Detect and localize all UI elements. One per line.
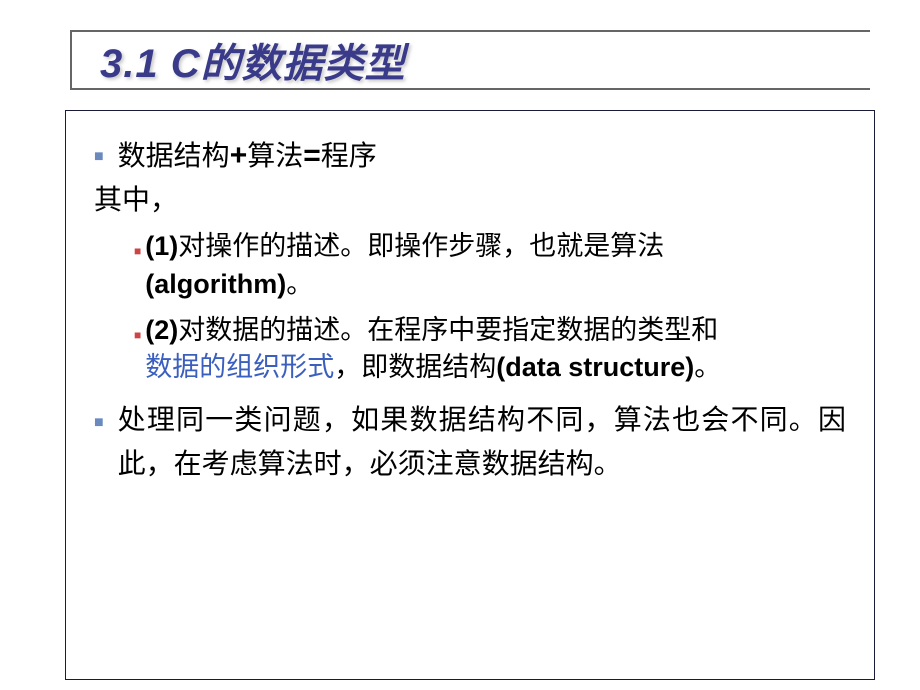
sub-bullet-2: ■ (2)对数据的描述。在程序中要指定数据的类型和 数据的组织形式，即数据结构(… (134, 312, 846, 388)
bullet-2: ■ 处理同一类问题，如果数据结构不同，算法也会不同。因此，在考虑算法时，必须注意… (94, 399, 846, 486)
bullet-blue-icon: ■ (94, 145, 104, 169)
line-2: 其中， (94, 180, 846, 222)
bullet-2-text: 处理同一类问题，如果数据结构不同，算法也会不同。因此，在考虑算法时，必须注意数据… (118, 399, 846, 486)
bullet-blue-icon: ■ (94, 411, 104, 435)
bullet-red-icon: ■ (134, 326, 141, 344)
sub-1-text: (1)对操作的描述。即操作步骤，也就是算法 (algorithm)。 (145, 228, 664, 304)
bullet-1-text: 数据结构+算法=程序 (118, 133, 377, 178)
bullet-1: ■ 数据结构+算法=程序 (94, 133, 846, 178)
title-box: 3.1 C的数据类型 (70, 30, 870, 90)
blue-text: 数据的组织形式 (145, 352, 334, 382)
slide-title: 3.1 C的数据类型 (100, 31, 406, 89)
sub-bullet-1: ■ (1)对操作的描述。即操作步骤，也就是算法 (algorithm)。 (134, 228, 846, 304)
content-box: ■ 数据结构+算法=程序 其中， ■ (1)对操作的描述。即操作步骤，也就是算法… (65, 110, 875, 680)
bullet-red-icon: ■ (134, 242, 141, 260)
sub-2-text: (2)对数据的描述。在程序中要指定数据的类型和 数据的组织形式，即数据结构(da… (145, 312, 721, 388)
